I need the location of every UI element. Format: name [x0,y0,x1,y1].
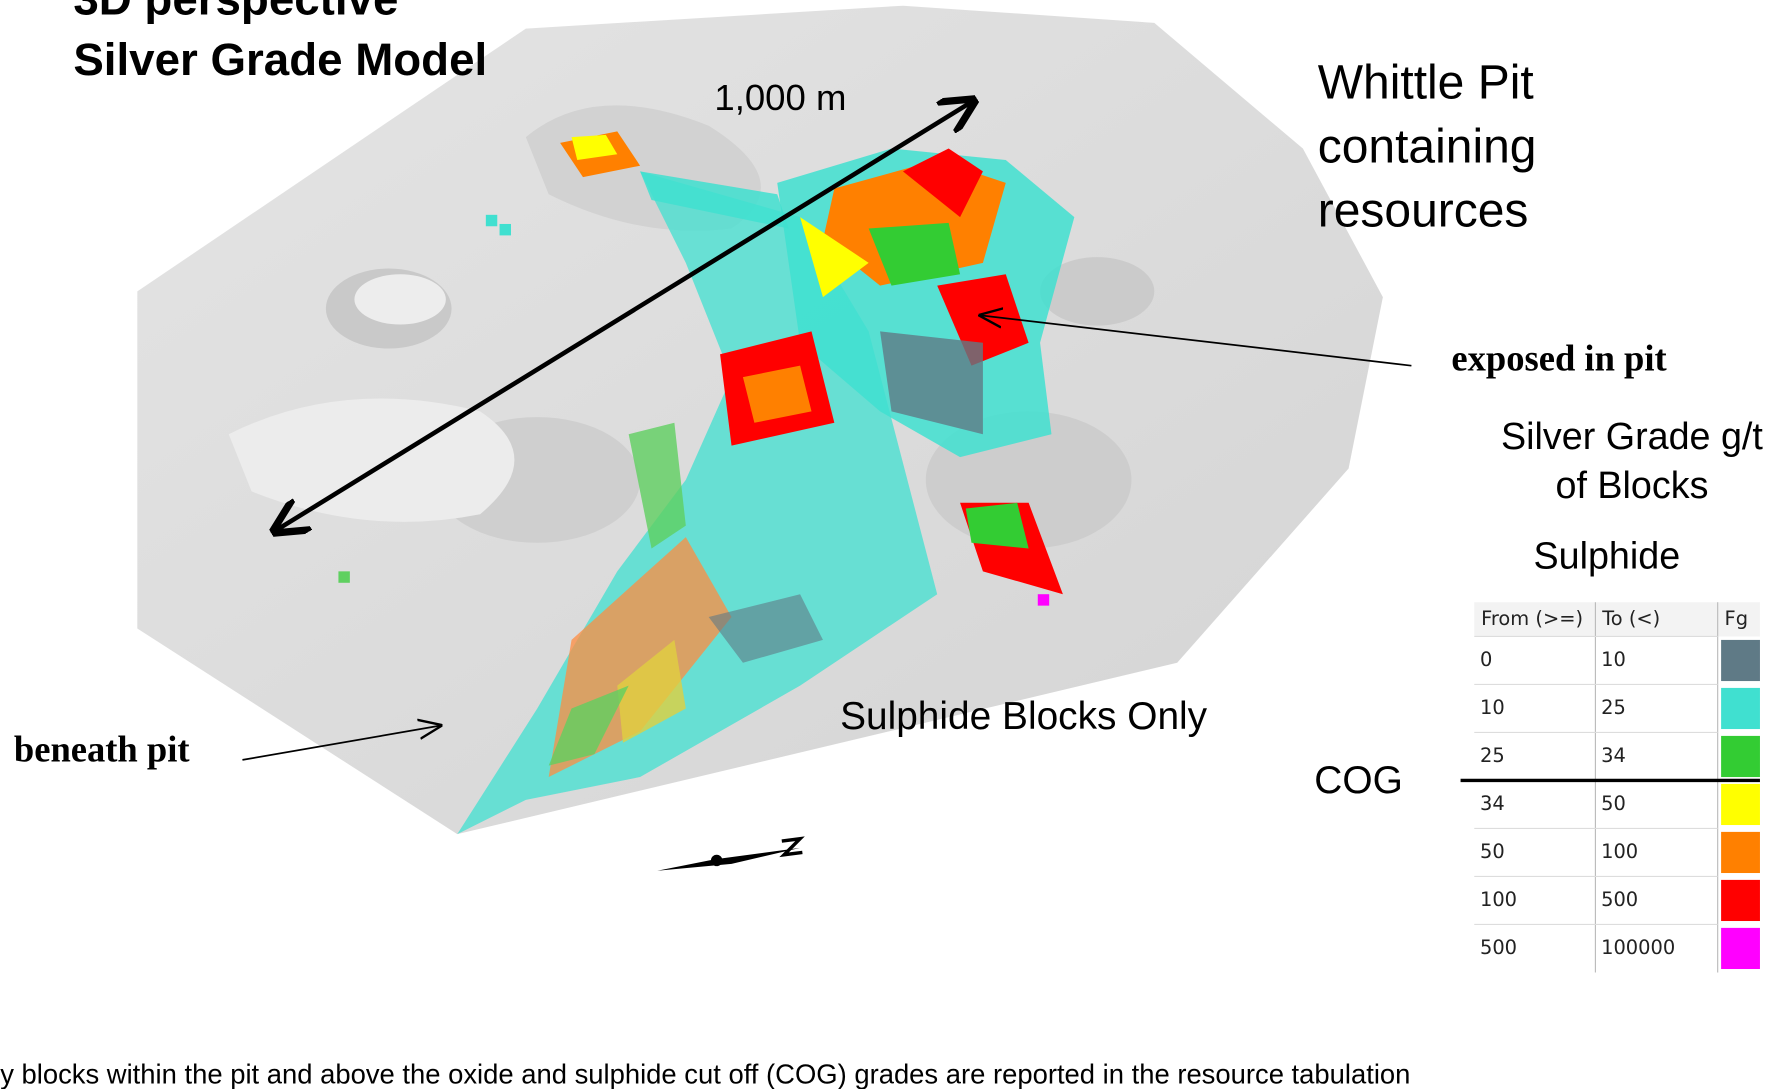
beneath-label: beneath pit [14,728,190,769]
exposed-label: exposed in pit [1451,338,1667,379]
title-line: 3D perspective [73,0,398,24]
exposed-arrow [981,315,1412,367]
grade-swatch [1721,927,1760,970]
from-value: 10 [1480,696,1505,719]
scale-label: 1,000 m [714,77,846,118]
to-value: 50 [1601,792,1626,815]
from-value: 0 [1480,648,1492,671]
legend-title: Silver Grade g/t [1501,415,1763,457]
table-header: From (>=) [1481,607,1583,630]
from-value: 34 [1480,792,1505,815]
legend-title: of Blocks [1556,464,1709,506]
to-value: 10 [1601,648,1626,671]
from-value: 100 [1480,888,1517,911]
grade-swatch [1721,783,1760,826]
to-value: 25 [1601,696,1626,719]
to-value: 500 [1601,888,1638,911]
grade-swatch [1721,735,1760,778]
scale-arrow [274,101,973,532]
legend-subtitle: Sulphide [1533,535,1680,577]
compass [657,836,805,871]
footer: y blocks within the pit and above the ox… [0,1059,1410,1089]
beneath-arrow [242,726,440,761]
pit-label: resources [1318,184,1529,237]
table-header: To (<) [1601,607,1660,630]
cog-label: COG [1314,759,1402,802]
from-value: 500 [1480,936,1517,959]
to-value: 100 [1601,840,1638,863]
from-value: 50 [1480,840,1505,863]
grade-swatch [1721,639,1760,682]
from-value: 25 [1480,744,1505,767]
pit-label: Whittle Pit [1318,56,1534,109]
to-value: 34 [1601,744,1626,767]
table-header-bg [1474,602,1760,637]
to-value: 100000 [1601,936,1675,959]
table-header: Fg [1725,607,1748,630]
title-line: Silver Grade Model [73,34,487,85]
grade-swatch [1721,687,1760,730]
pit-label: containing [1318,120,1537,173]
blocks-label: Sulphide Blocks Only [840,695,1208,738]
grade-swatch [1721,831,1760,874]
grade-swatch [1721,879,1760,922]
legend-table: From (>=) To (<) Fg 0 10 10 25 25 34 34 50 50 100 100… [1460,602,1760,973]
